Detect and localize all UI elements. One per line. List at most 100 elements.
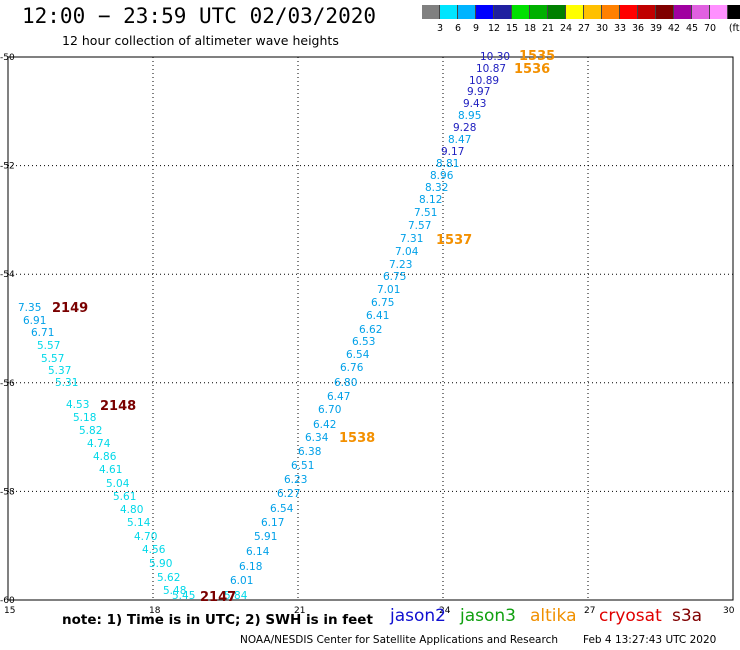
wave-height-label: 10.87 [476, 63, 506, 75]
wave-height-label: 6.53 [352, 336, 375, 348]
color-swatch [638, 5, 656, 19]
wave-height-label: 7.23 [389, 259, 412, 271]
longitude-tick-label: 27 [584, 606, 595, 616]
latitude-tick-label: -52 [0, 162, 15, 172]
pass-id-label: 2149 [52, 301, 88, 316]
wave-height-label: 4.56 [142, 544, 166, 556]
color-swatch [584, 5, 602, 19]
page-title: 12:00 − 23:59 UTC 02/03/2020 [22, 4, 377, 28]
wave-height-label: 6.91 [23, 315, 46, 327]
wave-height-label: 6.17 [261, 517, 284, 529]
wave-height-label: 10.30 [480, 51, 510, 63]
color-swatch [710, 5, 728, 19]
wave-height-label: 6.14 [246, 546, 270, 558]
color-swatch [440, 5, 458, 19]
longitude-tick-label: 15 [4, 606, 15, 616]
wave-height-label: 6.23 [284, 474, 307, 486]
wave-height-label: 5.90 [149, 558, 172, 570]
pass-id-label: 2148 [100, 399, 136, 414]
wave-height-label: 6.47 [327, 391, 350, 403]
pass-id-label: 1537 [436, 233, 472, 248]
wave-height-label: 6.71 [31, 327, 54, 339]
color-swatch [656, 5, 674, 19]
wave-height-label: 5.57 [41, 353, 64, 365]
wave-height-label: 9.43 [463, 98, 486, 110]
pass-id-label: 1538 [339, 431, 375, 446]
color-swatch [728, 5, 740, 19]
latitude-tick-label: -58 [0, 487, 15, 497]
longitude-tick-label: 18 [149, 606, 161, 616]
color-scale-label: 42 [667, 23, 681, 34]
wave-height-label: 6.18 [239, 561, 262, 573]
wave-height-label: 7.01 [377, 284, 400, 296]
wave-height-label: 4.61 [99, 464, 122, 476]
wave-height-label: 5.62 [157, 572, 180, 584]
wave-height-label: 9.17 [441, 146, 464, 158]
wave-height-label: 6.51 [291, 460, 314, 472]
credit-line: NOAA/NESDIS Center for Satellite Applica… [240, 634, 558, 646]
wave-height-label: 6.75 [371, 297, 394, 309]
wave-height-label: 5.31 [55, 377, 78, 389]
color-scale-label: 39 [649, 23, 663, 34]
color-scale-label: 12 [487, 23, 501, 34]
pass-id-label: 1536 [514, 62, 550, 77]
color-scale-label: 15 [505, 23, 519, 34]
color-swatch [422, 5, 440, 19]
wave-height-label: 5.91 [254, 531, 277, 543]
color-swatch [458, 5, 476, 19]
color-scale-label: 45 [685, 23, 699, 34]
wave-height-label: 7.35 [18, 302, 41, 314]
color-scale-label: 9 [472, 23, 480, 34]
wave-height-label: 6.42 [313, 419, 336, 431]
latitude-tick-label: -56 [0, 379, 15, 389]
color-swatch [548, 5, 566, 19]
wave-height-label: 6.80 [334, 377, 357, 389]
legend-jason3: jason3 [460, 606, 516, 626]
wave-height-label: 8.12 [419, 194, 442, 206]
wave-height-label: 5.14 [127, 517, 151, 529]
wave-height-label: 5.57 [37, 340, 60, 352]
wave-height-label: 8.95 [458, 110, 481, 122]
wave-height-label: 7.31 [400, 233, 423, 245]
wave-height-label: 6.38 [298, 446, 321, 458]
color-swatch [494, 5, 512, 19]
wave-height-label: 5.48 [163, 585, 186, 597]
legend-altika: altika [530, 606, 577, 626]
wave-height-label: 10.89 [469, 75, 499, 87]
latitude-tick-label: -50 [0, 53, 15, 63]
color-scale-label: 70 [703, 23, 717, 34]
wave-height-label: 4.70 [134, 531, 157, 543]
footnote: note: 1) Time is in UTC; 2) SWH is in fe… [62, 612, 373, 628]
wave-height-label: 8.47 [448, 134, 471, 146]
wave-height-label: 5.45 [172, 590, 195, 602]
color-scale-label: 24 [559, 23, 573, 34]
color-scale-label: 6 [454, 23, 462, 34]
longitude-tick-label: 30 [723, 606, 735, 616]
latitude-tick-label: -60 [0, 596, 15, 606]
wave-height-label: 6.54 [270, 503, 294, 515]
page-subtitle: 12 hour collection of altimeter wave hei… [62, 33, 339, 48]
wave-height-label: 6.62 [359, 324, 382, 336]
generated-timestamp: Feb 4 13:27:43 UTC 2020 [583, 634, 717, 646]
color-scale-label: 3 [436, 23, 444, 34]
color-scale-label: 18 [523, 23, 537, 34]
legend-cryosat: cryosat [599, 606, 662, 626]
wave-height-label: 8.81 [436, 158, 459, 170]
wave-height-label: 4.53 [66, 399, 89, 411]
wave-height-label: 5.82 [79, 425, 102, 437]
wave-height-label: 6.41 [366, 310, 389, 322]
wave-height-label: 5.37 [48, 365, 71, 377]
wave-height-label: 4.86 [93, 451, 117, 463]
wave-height-label: 8.96 [430, 170, 454, 182]
wave-height-label: 8.32 [425, 182, 448, 194]
color-scale-label: 30 [595, 23, 609, 34]
wave-height-label: 7.04 [395, 246, 419, 258]
wave-height-label: 6.75 [383, 271, 406, 283]
wave-height-label: 6.27 [277, 488, 300, 500]
wave-height-label: 6.70 [318, 404, 341, 416]
color-swatch [476, 5, 494, 19]
pass-id-label: 1535 [519, 49, 555, 64]
color-scale-label: 21 [541, 23, 555, 34]
longitude-tick-label: 21 [294, 606, 305, 616]
